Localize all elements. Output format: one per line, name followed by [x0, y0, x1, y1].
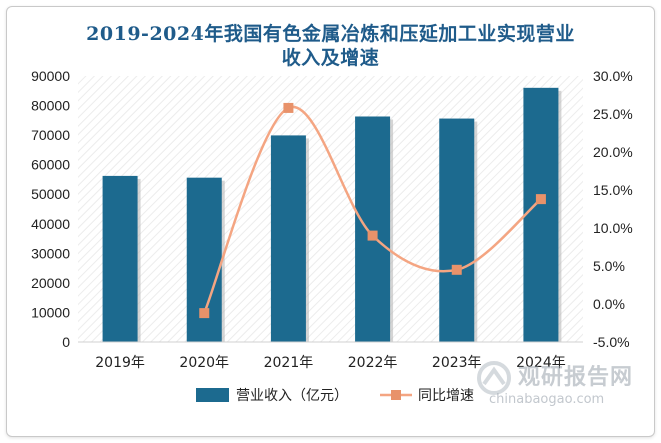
y-left-tick-label: 10000 [31, 304, 70, 320]
bar-revenue [102, 175, 138, 342]
y-left-tick-label: 80000 [31, 98, 70, 114]
legend-swatch-growth-marker [391, 390, 401, 400]
y-right-tick-label: 30.0% [593, 68, 633, 84]
y-left-tick-label: 60000 [31, 157, 70, 173]
x-tick-label: 2019年 [95, 355, 145, 371]
y-left-tick-label: 20000 [31, 275, 70, 291]
y-right-tick-label: -5.0% [593, 334, 630, 350]
y-left-tick-label: 90000 [31, 68, 70, 84]
legend-swatch-revenue [196, 388, 229, 402]
y-right-tick-label: 20.0% [593, 144, 633, 160]
y-left-tick-label: 40000 [31, 216, 70, 232]
x-tick-label: 2022年 [348, 355, 398, 371]
x-tick-label: 2020年 [179, 355, 229, 371]
watermark-logo-icon [477, 361, 511, 395]
y-right-tick-label: 25.0% [593, 106, 633, 122]
bar-revenue [270, 135, 306, 342]
y-left-tick-label: 50000 [31, 186, 70, 202]
chart-title-line-1: 2019-2024年我国有色金属冶炼和压延加工业实现营业 [86, 23, 575, 45]
bar-revenue [439, 118, 475, 342]
growth-rate-marker [283, 102, 294, 113]
y-left-tick-label: 70000 [31, 127, 70, 143]
chart-title: 2019-2024年我国有色金属冶炼和压延加工业实现营业 收入及增速 [0, 22, 661, 70]
bar-revenue [523, 87, 559, 342]
x-tick-label: 2024年 [516, 355, 566, 371]
y-right-tick-label: 5.0% [593, 258, 625, 274]
legend-label-revenue: 营业收入（亿元） [236, 388, 348, 404]
chart-title-line-2: 收入及增速 [281, 47, 380, 69]
line-growth-rate [203, 105, 542, 314]
growth-rate-marker [199, 308, 210, 319]
y-right-tick-label: 15.0% [593, 182, 633, 198]
x-tick-label: 2021年 [264, 355, 314, 371]
y-right-tick-label: 0.0% [593, 296, 625, 312]
watermark-name: 观研报告网 [518, 365, 634, 390]
x-tick-label: 2023年 [432, 355, 482, 371]
growth-rate-marker [367, 230, 378, 241]
legend-label-growth: 同比增速 [418, 388, 474, 404]
growth-rate-marker [535, 194, 546, 205]
watermark-url: chinabaogao.com [489, 392, 605, 407]
y-right-tick-label: 10.0% [593, 220, 633, 236]
y-left-tick-label: 0 [62, 334, 70, 350]
growth-rate-marker [451, 264, 462, 275]
plot-area [78, 76, 583, 342]
bar-revenue [355, 116, 391, 342]
y-left-tick-label: 30000 [31, 245, 70, 261]
